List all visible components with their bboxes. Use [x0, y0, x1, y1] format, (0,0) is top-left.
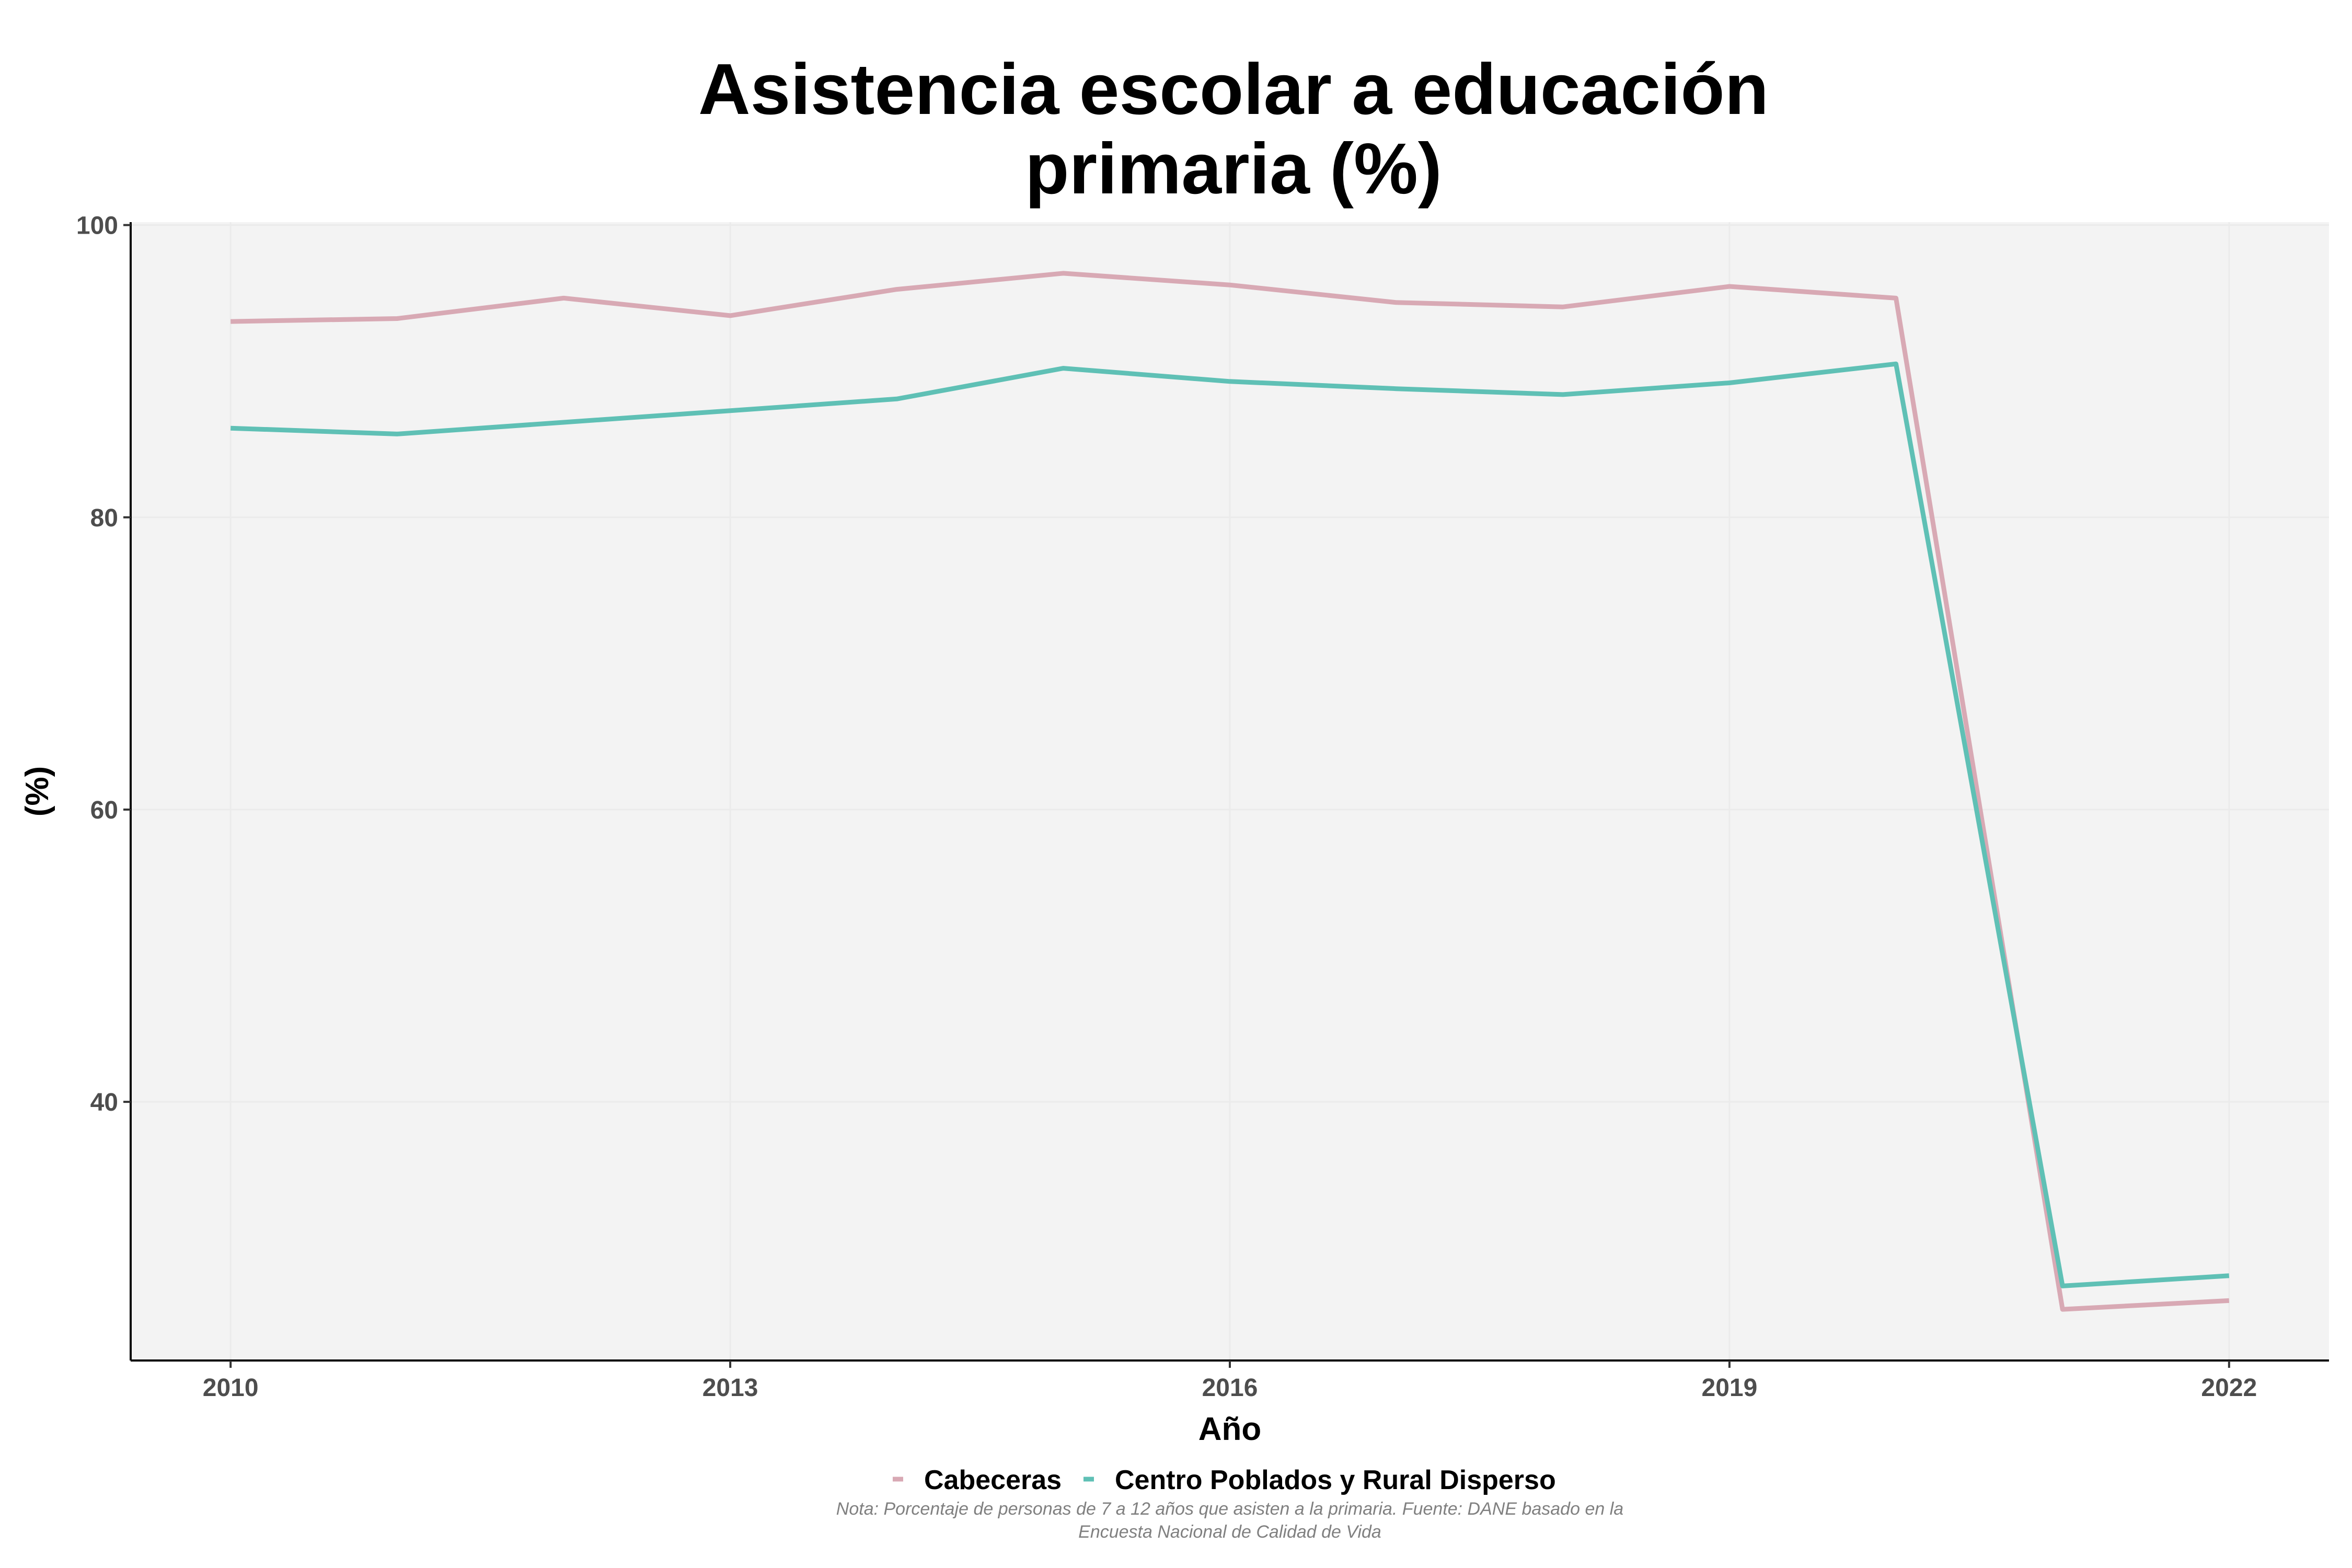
x-tick-label-2013: 2013	[702, 1374, 758, 1402]
series-line-centro-poblados	[230, 361, 2230, 1288]
y-axis-title: (%)	[19, 766, 55, 816]
series-line-cabeceras	[230, 271, 2230, 1312]
legend-label-centro-poblados: Centro Poblados y Rural Disperso	[1115, 1465, 1556, 1495]
x-tick-label-2022: 2022	[2201, 1374, 2257, 1402]
legend: Cabeceras Centro Poblados y Rural Dispers…	[893, 1465, 1556, 1495]
grid-lines	[131, 222, 2329, 1361]
chart-title-line-2: primaria (%)	[1025, 129, 1442, 209]
x-tick-label-2016: 2016	[1202, 1374, 1258, 1402]
y-tick-label-40: 40	[90, 1089, 118, 1116]
caption-line-2: Encuesta Nacional de Calidad de Vida	[1078, 1522, 1381, 1542]
y-tick-label-60: 60	[90, 797, 118, 824]
y-axis-ticks: 40 60 80 100	[76, 212, 131, 1116]
y-tick-label-100: 100	[76, 212, 118, 240]
x-tick-label-2010: 2010	[203, 1374, 259, 1402]
x-axis-title: Año	[1198, 1411, 1262, 1447]
legend-label-cabeceras: Cabeceras	[924, 1465, 1062, 1495]
x-axis-ticks: 2010 2013 2016 2019 2022	[203, 1361, 2257, 1402]
chart-title-line-1: Asistencia escolar a educación	[698, 49, 1769, 130]
caption-line-1: Nota: Porcentaje de personas de 7 a 12 a…	[836, 1499, 1623, 1519]
y-tick-label-80: 80	[90, 504, 118, 532]
series-lines	[230, 271, 2230, 1312]
x-tick-label-2019: 2019	[1702, 1374, 1758, 1402]
